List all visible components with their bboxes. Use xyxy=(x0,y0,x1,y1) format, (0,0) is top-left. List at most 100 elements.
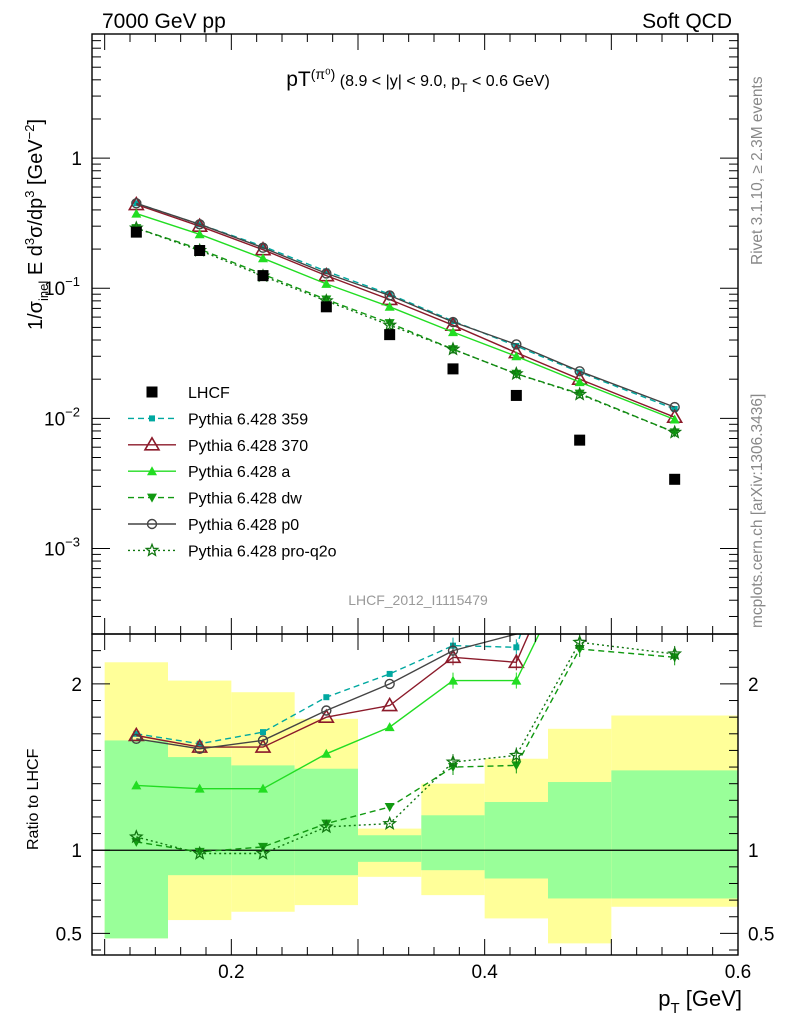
ratio-marker xyxy=(255,845,271,860)
ratio-marker xyxy=(127,726,145,742)
ratio-line xyxy=(136,634,530,748)
ratio-marker xyxy=(260,729,266,736)
ratio-marker xyxy=(258,783,268,793)
ratio-y-tick-label-right: 2 xyxy=(748,675,759,696)
ratio-marker xyxy=(128,829,144,844)
series-marker xyxy=(386,291,393,298)
legend-label: Pythia 6.428 dw xyxy=(188,491,302,508)
ratio-marker xyxy=(572,634,588,649)
ratio-marker xyxy=(321,705,332,716)
inner-band-bin xyxy=(548,782,612,899)
legend-entry: Pythia 6.428 p0 xyxy=(128,517,299,534)
legend-entry: Pythia 6.428 370 xyxy=(128,436,308,455)
ratio-marker xyxy=(317,708,335,723)
mcplots-label: mcplots.cern.ch [arXiv:1306.3436] xyxy=(749,394,766,628)
ratio-marker xyxy=(382,815,398,830)
ratio-marker xyxy=(318,819,334,834)
series-marker xyxy=(321,295,332,305)
legend-label: Pythia 6.428 370 xyxy=(188,438,308,455)
series-marker xyxy=(574,366,585,377)
x-axis-label: pT [GeV] xyxy=(658,986,742,1017)
data-point xyxy=(510,389,522,401)
series-marker xyxy=(511,339,522,350)
series-marker xyxy=(511,351,522,361)
legend-entry: Pythia 6.428 359 xyxy=(128,411,308,428)
data-point xyxy=(447,363,459,375)
ratio-marker xyxy=(321,819,332,829)
analysis-id: LHCF_2012_I1115479 xyxy=(348,592,488,608)
inner-band-bin xyxy=(484,801,548,879)
series-marker xyxy=(382,317,398,332)
series-marker xyxy=(323,268,330,275)
data-point xyxy=(574,434,586,446)
x-tick-label: 0.4 xyxy=(471,962,498,983)
ratio-y-label: Ratio to LHCF xyxy=(25,748,42,850)
inner-band-bin xyxy=(611,770,738,899)
inner-band-bin xyxy=(168,757,232,876)
ratio-marker xyxy=(513,644,520,651)
series-marker xyxy=(321,268,332,279)
legend-marker xyxy=(144,542,160,557)
header-left: 7000 GeV pp xyxy=(102,10,226,33)
legend-marker xyxy=(146,518,158,530)
series-line xyxy=(136,202,675,410)
rivet-label: Rivet 3.1.10, ≥ 2.3M events xyxy=(749,76,766,265)
series-marker xyxy=(131,208,142,218)
series-marker xyxy=(131,198,142,209)
y-tick-label: 1 xyxy=(71,149,82,170)
series-marker xyxy=(260,243,266,250)
series-marker xyxy=(508,366,524,381)
ratio-marker xyxy=(384,802,395,812)
legend-entry: Pythia 6.428 dw xyxy=(128,491,302,508)
legend-marker xyxy=(143,436,161,451)
y-axis-label: 1/σinel E d3σ/dp3 [GeV−2] xyxy=(22,119,51,330)
ratio-marker xyxy=(445,754,461,769)
ratio-line xyxy=(136,634,518,750)
ratio-marker xyxy=(386,670,393,677)
data-point xyxy=(384,329,396,341)
series-marker xyxy=(572,386,588,401)
ratio-marker xyxy=(384,678,395,690)
series-marker xyxy=(450,318,456,325)
series-marker xyxy=(194,229,205,239)
ratio-marker xyxy=(511,675,522,685)
series-marker xyxy=(384,301,395,311)
y-tick-label: 10−2 xyxy=(44,404,80,430)
ratio-line xyxy=(136,641,675,855)
legend-data-marker xyxy=(146,386,158,398)
series-marker xyxy=(448,327,458,337)
inner-band-bin xyxy=(421,815,485,871)
series-marker xyxy=(384,290,395,301)
data-point xyxy=(669,473,681,485)
ratio-marker xyxy=(131,780,142,790)
legend-marker xyxy=(147,493,157,503)
ratio-line xyxy=(136,634,522,745)
y-tick-label: 10−1 xyxy=(44,274,80,300)
legend-entry-data: LHCF xyxy=(146,385,230,402)
data-point xyxy=(130,226,142,238)
ratio-marker xyxy=(448,675,458,685)
axes-layer: 0.2 0.4 0.6 1 10−1 10−2 10−3 0.5 0.5 1 1 2 2 xyxy=(44,33,774,983)
series-marker xyxy=(669,401,680,413)
ratio-marker xyxy=(323,694,330,701)
ratio-marker xyxy=(194,783,205,793)
x-tick-label: 0.6 xyxy=(725,962,751,983)
data-point xyxy=(257,270,269,282)
main-series-clip xyxy=(127,195,684,485)
ratio-marker xyxy=(321,748,332,758)
ratio-bands xyxy=(104,662,738,944)
ratio-marker xyxy=(447,645,459,656)
header-right: Soft QCD xyxy=(642,10,732,33)
legend-label: Pythia 6.428 a xyxy=(188,464,290,481)
main-series-layer xyxy=(127,195,684,485)
ratio-marker xyxy=(511,761,522,771)
legend-label: Pythia 6.428 p0 xyxy=(188,517,299,534)
ratio-y-tick-label-right: 1 xyxy=(748,841,759,862)
ratio-series xyxy=(127,634,683,860)
series-marker xyxy=(667,424,683,439)
series-line xyxy=(136,202,675,408)
inner-band-bin xyxy=(358,835,422,862)
ratio-y-tick-label-right: 0.5 xyxy=(748,924,774,945)
ratio-plot-area xyxy=(92,634,738,944)
